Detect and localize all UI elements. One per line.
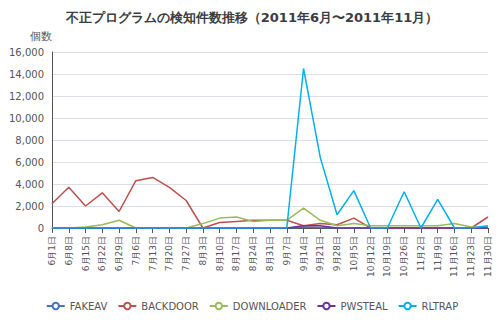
svg-text:16,000: 16,000 bbox=[9, 47, 44, 58]
svg-text:6月29日: 6月29日 bbox=[114, 236, 124, 271]
svg-text:9月7日: 9月7日 bbox=[282, 236, 292, 265]
svg-text:4,000: 4,000 bbox=[15, 179, 44, 190]
svg-text:0: 0 bbox=[38, 223, 44, 234]
svg-text:6,000: 6,000 bbox=[15, 157, 44, 168]
svg-text:BACKDOOR: BACKDOOR bbox=[141, 301, 199, 312]
svg-text:不正プログラムの検知件数推移（2011年6月〜2011年11: 不正プログラムの検知件数推移（2011年6月〜2011年11月） bbox=[65, 10, 439, 25]
svg-text:8月31日: 8月31日 bbox=[265, 236, 275, 271]
svg-text:6月15日: 6月15日 bbox=[81, 236, 91, 271]
svg-text:12,000: 12,000 bbox=[9, 91, 44, 102]
svg-text:8月10日: 8月10日 bbox=[215, 236, 225, 271]
svg-text:11月9日: 11月9日 bbox=[433, 236, 443, 271]
svg-text:11月30日: 11月30日 bbox=[483, 236, 493, 277]
svg-text:RLTRAP: RLTRAP bbox=[422, 301, 459, 312]
svg-text:11月23日: 11月23日 bbox=[466, 236, 476, 277]
svg-text:8,000: 8,000 bbox=[15, 135, 44, 146]
svg-text:10月5日: 10月5日 bbox=[349, 236, 359, 271]
svg-text:7月20日: 7月20日 bbox=[164, 236, 174, 271]
svg-text:6月1日: 6月1日 bbox=[47, 236, 57, 265]
svg-text:8月3日: 8月3日 bbox=[198, 236, 208, 265]
svg-text:6月8日: 6月8日 bbox=[64, 236, 74, 265]
svg-text:7月27日: 7月27日 bbox=[181, 236, 191, 271]
svg-text:9月21日: 9月21日 bbox=[315, 236, 325, 271]
svg-text:個数: 個数 bbox=[30, 30, 52, 43]
svg-text:6月22日: 6月22日 bbox=[97, 236, 107, 271]
svg-text:FAKEAV: FAKEAV bbox=[70, 301, 108, 312]
svg-text:DOWNLOADER: DOWNLOADER bbox=[233, 301, 307, 312]
svg-text:10月12日: 10月12日 bbox=[366, 236, 376, 277]
svg-text:11月2日: 11月2日 bbox=[416, 236, 426, 271]
svg-text:8月17日: 8月17日 bbox=[231, 236, 241, 271]
svg-text:8月24日: 8月24日 bbox=[248, 236, 258, 271]
svg-text:10月19日: 10月19日 bbox=[382, 236, 392, 277]
svg-text:9月14日: 9月14日 bbox=[299, 236, 309, 271]
svg-text:10月26日: 10月26日 bbox=[399, 236, 409, 277]
svg-text:9月28日: 9月28日 bbox=[332, 236, 342, 271]
svg-text:PWSTEAL: PWSTEAL bbox=[340, 301, 388, 312]
svg-text:14,000: 14,000 bbox=[9, 69, 44, 80]
svg-text:7月13日: 7月13日 bbox=[148, 236, 158, 271]
svg-text:7月6日: 7月6日 bbox=[131, 236, 141, 265]
svg-text:11月16日: 11月16日 bbox=[449, 236, 459, 277]
svg-text:2,000: 2,000 bbox=[15, 201, 44, 212]
svg-text:10,000: 10,000 bbox=[9, 113, 44, 124]
